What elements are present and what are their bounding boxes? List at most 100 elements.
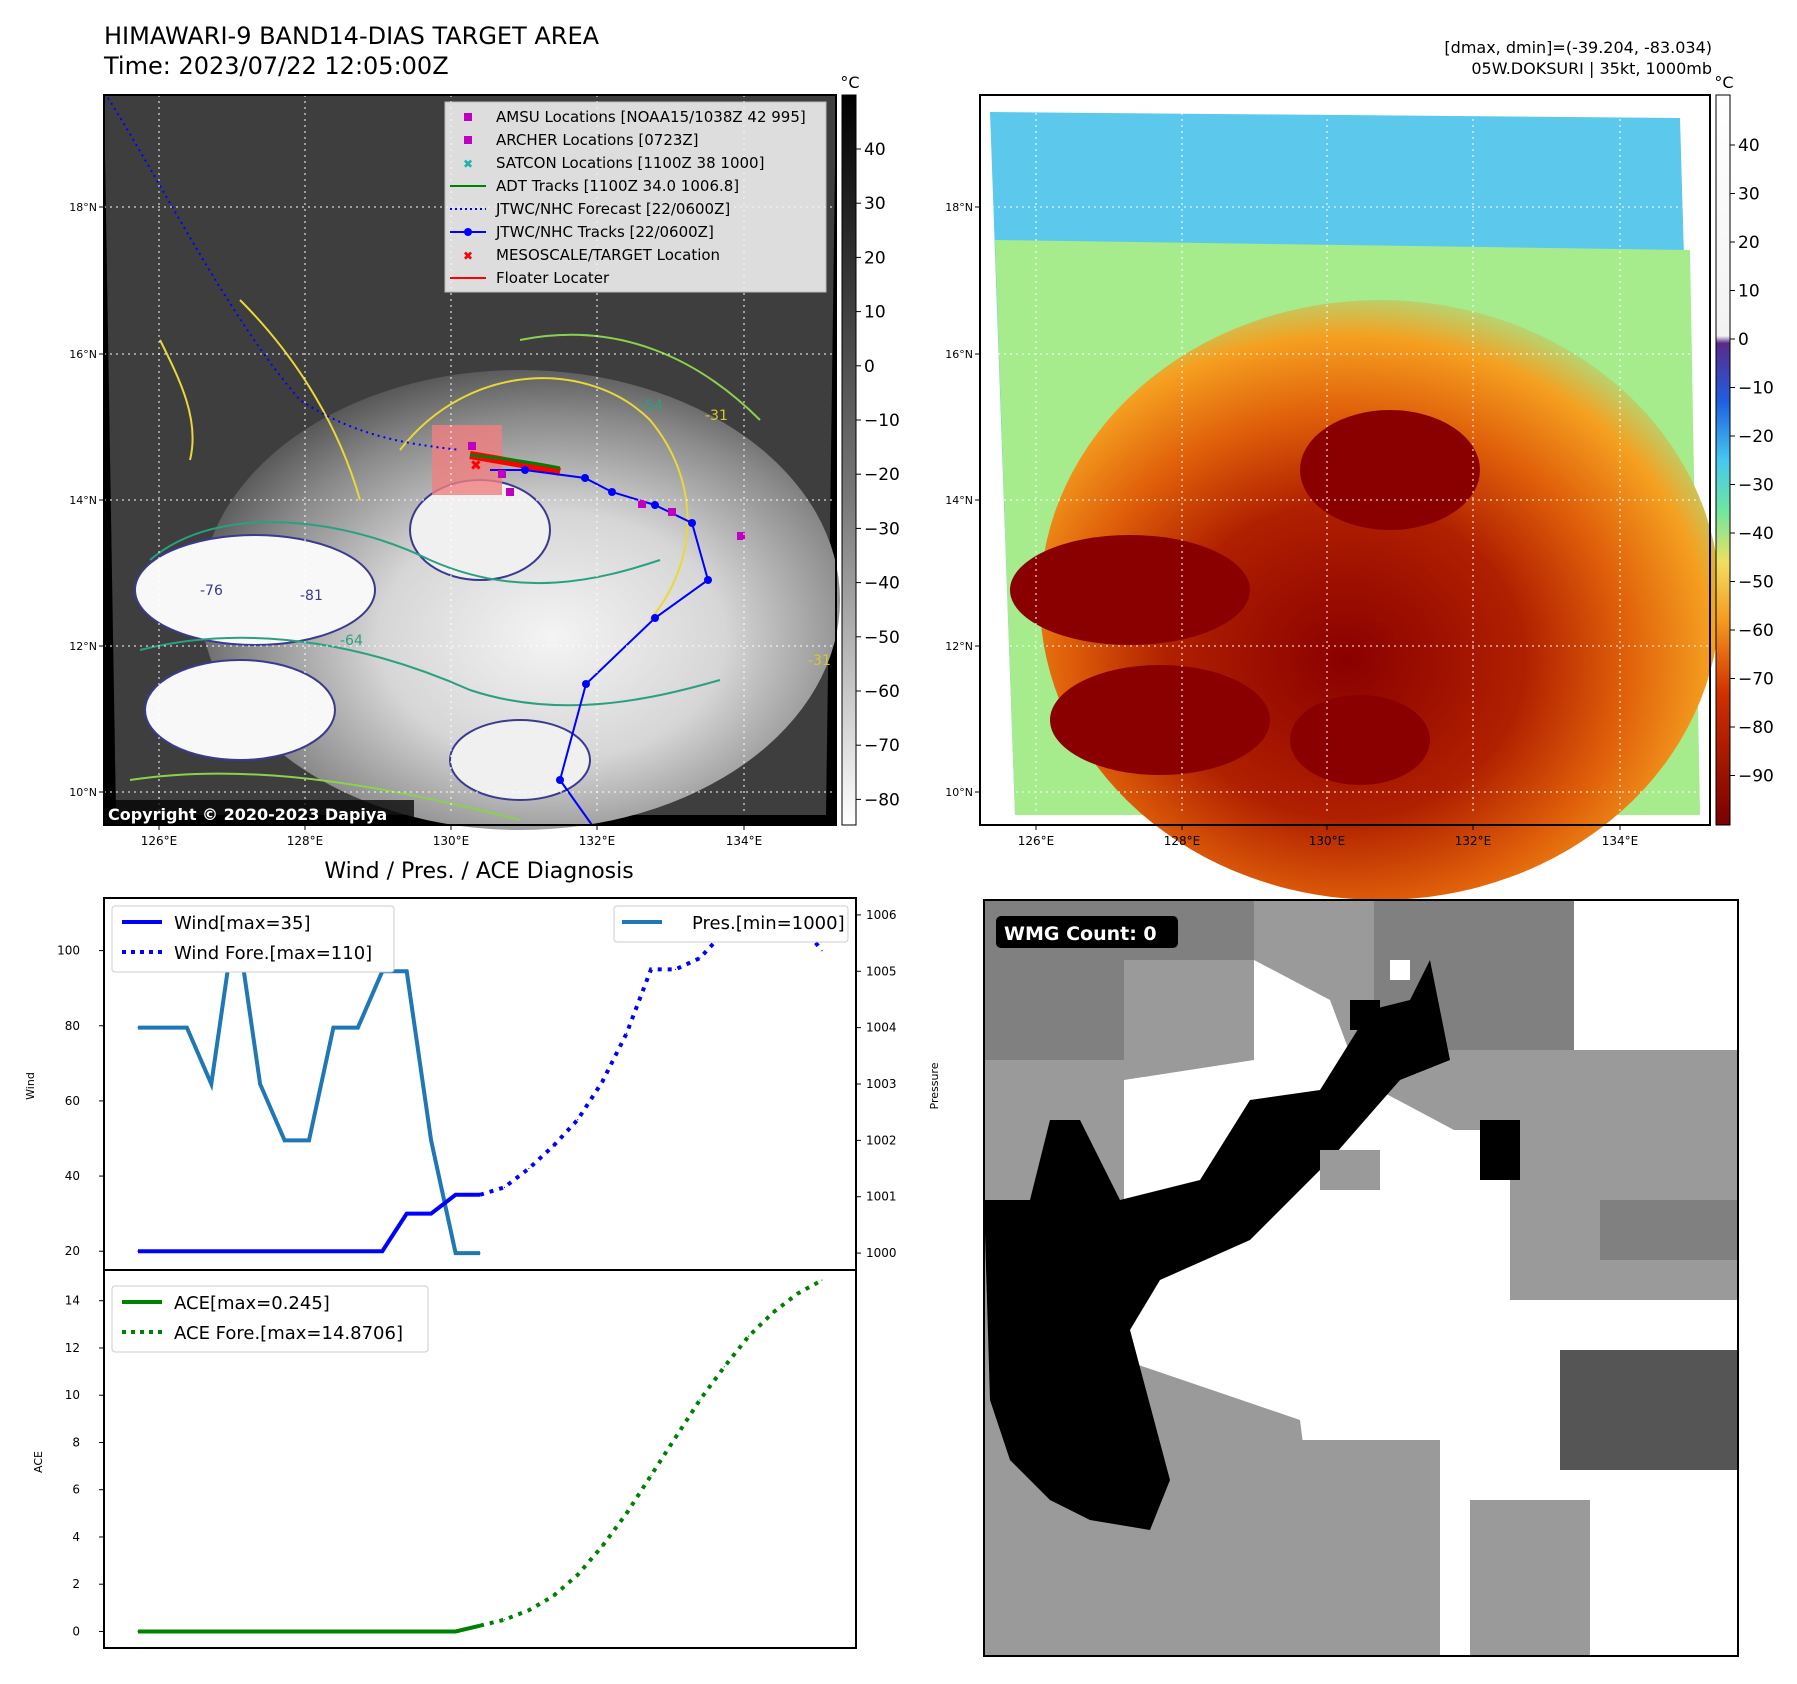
legend-label: SATCON Locations [1100Z 38 1000] bbox=[496, 154, 764, 172]
wind-forecast-line-point bbox=[650, 968, 652, 970]
wind-legend-box bbox=[111, 905, 395, 973]
pressure-line-point bbox=[283, 1139, 286, 1141]
ace-forecast-line-point bbox=[601, 1545, 603, 1548]
colorbar-tick-label: −70 bbox=[864, 736, 900, 756]
ir-map-frame bbox=[103, 94, 837, 826]
ir-cold-cloud bbox=[134, 534, 376, 646]
lat-tick-label: 10°N bbox=[945, 786, 973, 799]
lat-tick-label: 16°N bbox=[945, 348, 973, 361]
color-colorbar-unit: °C bbox=[1714, 73, 1733, 92]
diagnosis-title: Wind / Pres. / ACE Diagnosis bbox=[324, 859, 633, 884]
amsu-archer-markers bbox=[468, 442, 745, 540]
diagnosis-panel: Wind / Pres. / ACE Diagnosis Wind Pressu… bbox=[24, 859, 941, 1649]
colorbar-tick-label: 10 bbox=[1738, 282, 1760, 302]
wind-forecast-line-point bbox=[674, 968, 677, 970]
colorbar-tick-label: −90 bbox=[1738, 767, 1774, 787]
ir-map-panel: -31 -54 -76 -81 -64 -31 ✖ bbox=[69, 73, 900, 848]
colorbar-tick-label: 40 bbox=[1738, 136, 1760, 156]
lat-tick-label: 14°N bbox=[945, 494, 973, 507]
pres-legend-box bbox=[613, 905, 849, 943]
contour-label: -31 bbox=[808, 653, 831, 669]
pressure-line-point bbox=[406, 970, 408, 972]
legend-label: ADT Tracks [1100Z 34.0 1006.8] bbox=[496, 177, 739, 195]
ace-line-point bbox=[454, 1630, 457, 1633]
ace-legend: ACE[max=0.245] ACE Fore.[max=14.8706] bbox=[111, 1285, 429, 1353]
wind-line-point bbox=[283, 1250, 286, 1252]
lon-tick-label: 126°E bbox=[141, 834, 178, 848]
ir-legend: AMSU Locations [NOAA15/1038Z 42 995] ARCH… bbox=[444, 101, 827, 293]
wind-forecast-line-point bbox=[528, 1167, 530, 1170]
contour-line bbox=[149, 521, 661, 585]
wind-line-point bbox=[210, 1250, 212, 1252]
wind-legend-label: Wind[max=35] bbox=[174, 913, 311, 934]
wind-line-point bbox=[235, 1250, 237, 1252]
wind-line-point bbox=[357, 1250, 359, 1252]
wind-forecast-line-point bbox=[577, 1119, 579, 1121]
wind-forecast-line-point bbox=[601, 1081, 603, 1083]
wind-forecast-line-point bbox=[625, 1032, 628, 1034]
wind-line-point bbox=[406, 1213, 408, 1215]
wmg-count-label: WMG Count: 0 bbox=[1004, 923, 1157, 945]
wmg-panel: WMG Count: 0 bbox=[983, 899, 1739, 1657]
ace-forecast-line-point bbox=[723, 1366, 725, 1368]
pressure-line-point bbox=[137, 1027, 139, 1029]
ir-legend-box bbox=[444, 101, 827, 293]
colorbar-tick-label: 20 bbox=[864, 248, 886, 268]
ace-tick-label: 10 bbox=[65, 1388, 80, 1402]
lon-tick-label: 128°E bbox=[287, 834, 324, 848]
ace-forecast-line-point bbox=[552, 1595, 554, 1597]
legend-marker bbox=[464, 136, 472, 144]
wind-line-point bbox=[186, 1250, 188, 1252]
ace-forecast-line-point bbox=[625, 1512, 628, 1514]
lat-tick-label: 14°N bbox=[69, 494, 97, 507]
colorbar-tick-label: −80 bbox=[1738, 718, 1774, 738]
ace-forecast-line bbox=[479, 1278, 823, 1628]
pres-legend-label: Pres.[min=1000] bbox=[692, 913, 845, 934]
ace-forecast-line-point bbox=[479, 1625, 481, 1627]
colorbar-tick-label: 40 bbox=[864, 140, 886, 160]
legend-marker: ✖ bbox=[463, 157, 473, 171]
colorbar-tick-label: −30 bbox=[1738, 476, 1774, 496]
pres-legend: Pres.[min=1000] bbox=[613, 905, 849, 943]
lon-tick-label: 130°E bbox=[433, 834, 470, 848]
ace-tick-label: 14 bbox=[65, 1294, 80, 1308]
dmax-dmin-label: [dmax, dmin]=(-39.204, -83.034) bbox=[1444, 38, 1712, 57]
ir-cloud-shield bbox=[200, 370, 840, 830]
wind-line-point bbox=[381, 1250, 383, 1252]
lat-tick-label: 16°N bbox=[69, 348, 97, 361]
lat-tick-label: 12°N bbox=[945, 640, 973, 653]
wmg-badge bbox=[996, 916, 1178, 948]
wind-axis-label: Wind bbox=[24, 1072, 37, 1100]
wind-line-point bbox=[161, 1250, 164, 1252]
wind-forecast-line-point bbox=[503, 1186, 506, 1188]
wind-tick-label: 20 bbox=[65, 1244, 80, 1258]
wmg-black-region bbox=[984, 960, 1450, 1530]
colorbar-tick-label: −30 bbox=[864, 519, 900, 539]
colorbar-tick-label: −10 bbox=[864, 411, 900, 431]
colorbar-tick-label: 30 bbox=[1738, 185, 1760, 205]
colorbar-tick-label: −80 bbox=[864, 790, 900, 810]
pressure-line-point bbox=[479, 1252, 481, 1254]
lat-tick-label: 18°N bbox=[69, 201, 97, 214]
wind-tick-label: 100 bbox=[57, 944, 80, 958]
contour-label: -81 bbox=[300, 588, 323, 604]
colorbar-tick-label: 20 bbox=[1738, 233, 1760, 253]
pressure-line-point bbox=[332, 1027, 335, 1029]
colorbar-tick-label: −40 bbox=[864, 574, 900, 594]
ace-line-point bbox=[137, 1630, 139, 1633]
lon-tick-label: 132°E bbox=[579, 834, 616, 848]
colorbar-tick-label: −20 bbox=[864, 465, 900, 485]
lat-tick-label: 10°N bbox=[69, 786, 97, 799]
contour-label: -76 bbox=[200, 583, 223, 599]
pressure-line-point bbox=[454, 1252, 457, 1254]
figure-time: Time: 2023/07/22 12:05:00Z bbox=[103, 52, 449, 80]
legend-label: AMSU Locations [NOAA15/1038Z 42 995] bbox=[496, 108, 806, 126]
copyright-box bbox=[104, 800, 414, 826]
legend-label: Floater Locater bbox=[496, 269, 610, 287]
legend-marker bbox=[464, 113, 472, 121]
legend-marker: ✖ bbox=[463, 249, 473, 263]
ace-forecast-line-point bbox=[503, 1619, 506, 1621]
ace-tick-label: 6 bbox=[72, 1483, 80, 1497]
ace-tick-label: 0 bbox=[72, 1624, 80, 1638]
colorbar-tick-label: −50 bbox=[864, 628, 900, 648]
